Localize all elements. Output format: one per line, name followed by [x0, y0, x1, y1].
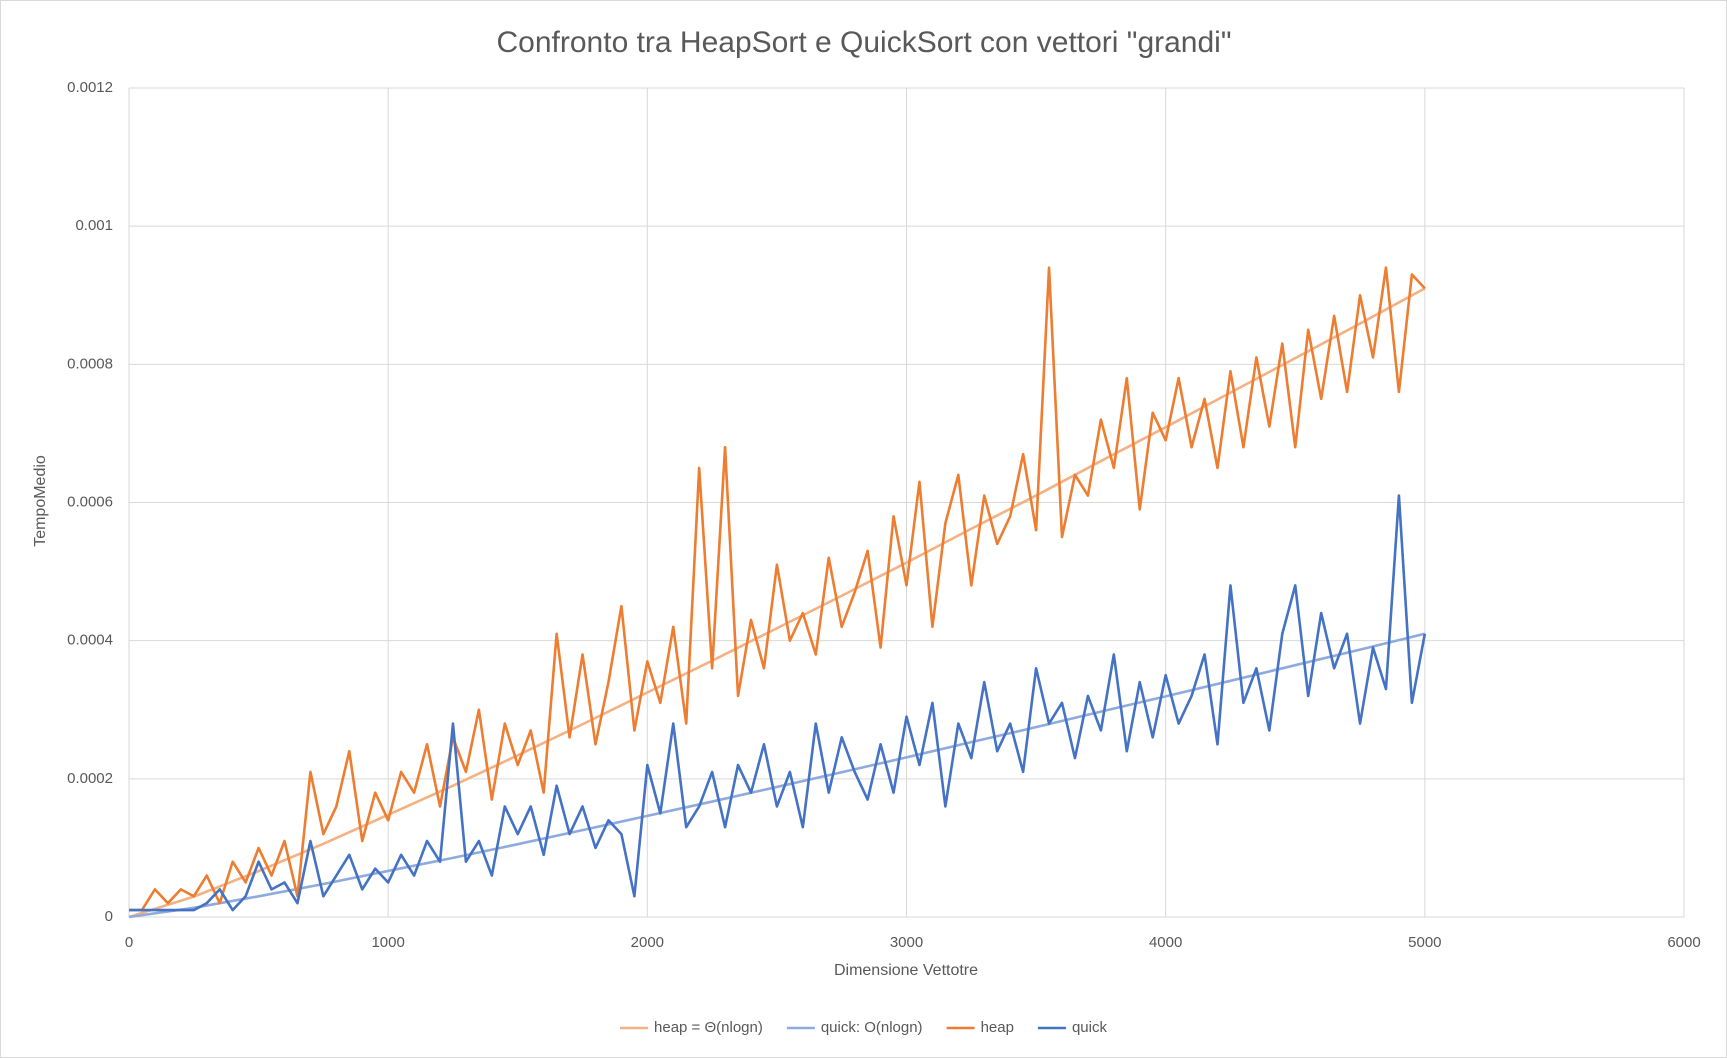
- chart-title: Confronto tra HeapSort e QuickSort con v…: [497, 26, 1232, 59]
- x-axis-label: Dimensione Vettotre: [834, 962, 978, 979]
- y-axis-label: TempoMedio: [32, 455, 49, 547]
- legend-label: heap = Θ(nlogn): [654, 1019, 763, 1036]
- series-line: [129, 266, 1426, 912]
- x-tick-label: 4000: [1149, 934, 1182, 951]
- legend-label: quick: O(nlogn): [821, 1019, 923, 1036]
- x-tick-label: 2000: [631, 934, 664, 951]
- y-tick-label: 0.0008: [67, 355, 113, 372]
- series-line: [128, 287, 1426, 919]
- x-tick-label: 3000: [890, 934, 923, 951]
- legend-label: quick: [1072, 1019, 1108, 1036]
- y-tick-label: 0.0012: [67, 79, 113, 96]
- y-tick-label: 0: [105, 908, 113, 925]
- y-tick-label: 0.001: [75, 217, 113, 234]
- y-tick-label: 0.0006: [67, 493, 113, 510]
- series-line: [129, 494, 1427, 912]
- x-tick-label: 5000: [1408, 934, 1441, 951]
- x-tick-label: 6000: [1667, 934, 1700, 951]
- x-tick-label: 1000: [371, 934, 404, 951]
- x-tick-label: 0: [125, 934, 133, 951]
- legend-label: heap: [981, 1019, 1014, 1036]
- y-tick-label: 0.0002: [67, 770, 113, 787]
- y-tick-label: 0.0004: [67, 632, 113, 649]
